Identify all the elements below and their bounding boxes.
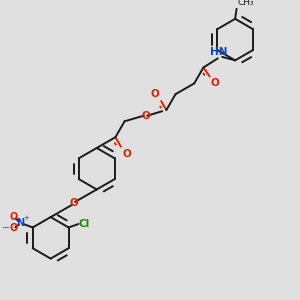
Text: CH₃: CH₃	[237, 0, 254, 7]
Text: O: O	[151, 89, 160, 100]
Text: Cl: Cl	[79, 219, 90, 229]
Text: O: O	[9, 212, 17, 222]
Text: +: +	[23, 214, 29, 220]
Text: −: −	[2, 223, 10, 233]
Text: O: O	[141, 111, 150, 121]
Text: O: O	[122, 148, 131, 159]
Text: O: O	[211, 78, 220, 88]
Text: N: N	[16, 218, 25, 228]
Text: O: O	[69, 198, 78, 208]
Text: HN: HN	[210, 47, 227, 58]
Text: O: O	[9, 223, 17, 233]
